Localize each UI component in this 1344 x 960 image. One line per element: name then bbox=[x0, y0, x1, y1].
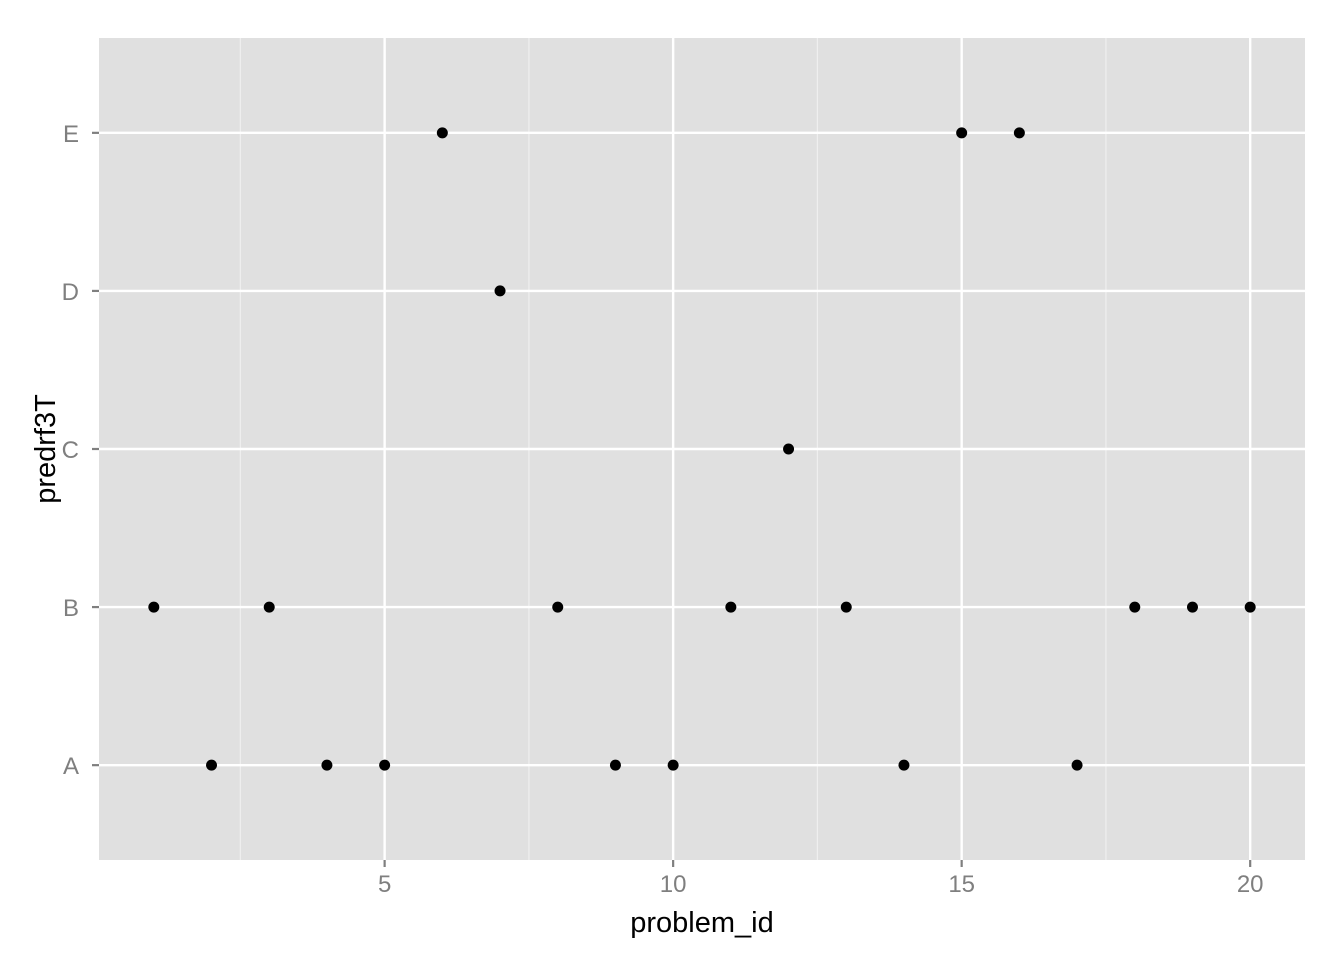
x-tick-label: 5 bbox=[378, 871, 391, 898]
data-point bbox=[898, 759, 910, 771]
y-axis: A B C D E bbox=[62, 121, 99, 780]
data-points bbox=[148, 127, 1256, 771]
y-axis-title: predrf3T bbox=[30, 394, 62, 504]
x-axis-title: problem_id bbox=[630, 907, 773, 939]
data-point bbox=[725, 601, 737, 613]
y-tick-label: B bbox=[63, 595, 79, 622]
data-point bbox=[1244, 601, 1256, 613]
x-tick-label: 15 bbox=[948, 871, 975, 898]
data-point bbox=[494, 285, 506, 297]
data-point bbox=[1071, 759, 1083, 771]
y-tick-label: D bbox=[62, 279, 79, 306]
y-tick-label: C bbox=[62, 437, 79, 464]
major-gridlines bbox=[99, 38, 1305, 860]
x-tick-label: 10 bbox=[660, 871, 687, 898]
x-axis: 5 10 15 20 bbox=[378, 860, 1264, 898]
data-point bbox=[783, 443, 795, 455]
y-tick-label: E bbox=[63, 121, 79, 148]
data-point bbox=[206, 759, 218, 771]
data-point bbox=[667, 759, 679, 771]
data-point bbox=[1013, 127, 1025, 139]
data-point bbox=[840, 601, 852, 613]
data-point bbox=[609, 759, 621, 771]
data-point bbox=[379, 759, 391, 771]
data-point bbox=[1129, 601, 1141, 613]
y-tick-label: A bbox=[63, 753, 79, 780]
data-point bbox=[436, 127, 448, 139]
data-point bbox=[148, 601, 160, 613]
x-tick-label: 20 bbox=[1237, 871, 1264, 898]
data-point bbox=[956, 127, 968, 139]
data-point bbox=[552, 601, 564, 613]
data-point bbox=[1186, 601, 1198, 613]
data-point bbox=[263, 601, 275, 613]
data-point bbox=[321, 759, 333, 771]
